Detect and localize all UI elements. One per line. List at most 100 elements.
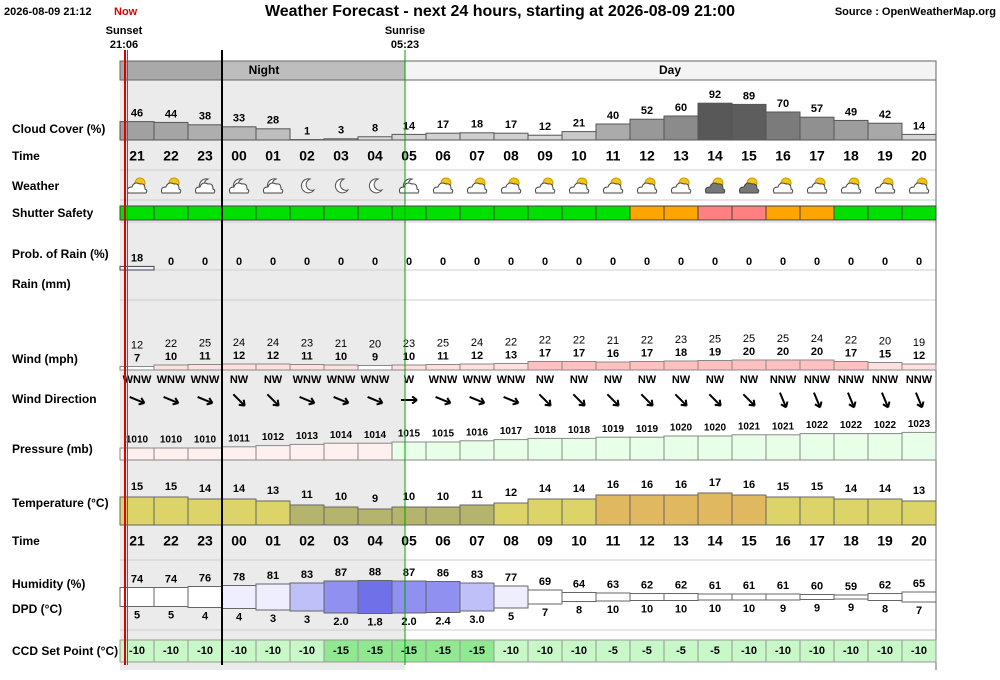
temp-bar [629,494,665,526]
wind-arrow-head [748,399,756,407]
cloud-bar [561,131,597,141]
wind-gust: 20 [879,335,891,347]
wind-arrow-head [578,399,586,407]
temp-bar [255,500,291,526]
rain-value: 0 [440,256,446,268]
wind-dir: NW [740,374,759,386]
wind-speed: 18 [675,347,687,359]
wind-gust: 21 [335,338,347,350]
wind-arrow [640,393,654,407]
hour: 07 [469,533,485,549]
cloud-bar [493,132,529,141]
humidity-bar [425,581,461,613]
wind-dir: WNW [361,374,390,386]
rain-value: 0 [270,256,276,268]
cloud-bar [901,133,937,141]
wind-arrow-head [780,401,789,409]
rain-value: 18 [131,252,143,264]
temp-bar [221,498,257,526]
wind-dir: NNW [770,374,797,386]
hour: 17 [809,533,825,549]
dpd-value: 5 [508,611,514,623]
row-label: CCD Set Point (°C) [12,644,118,658]
temp-value: 15 [811,481,823,493]
pressure-bar [663,435,699,461]
wind-bar [561,361,597,371]
humidity-value: 87 [335,567,347,579]
wind-speed: 19 [709,346,721,358]
temp-value: 15 [131,481,143,493]
dpd-value: 10 [607,604,619,616]
humidity-value: 65 [913,578,925,590]
hour: 00 [231,533,247,549]
cloud-value: 70 [777,98,789,110]
cloud [229,182,250,194]
row-label: Wind (mph) [12,352,78,366]
humidity-bar [323,580,359,614]
weather-icon [603,177,624,194]
hour: 06 [435,148,451,164]
hour: 15 [741,148,757,164]
cloud-value: 38 [199,111,211,123]
weather-icon [705,177,726,194]
cloud-value: 14 [403,120,416,132]
hour: 10 [571,148,587,164]
cloud-value: 57 [811,103,823,115]
shutter-cell [901,205,937,221]
wind-arrow [779,392,787,408]
wind-gust: 23 [675,334,687,346]
pressure-value: 1021 [772,421,795,432]
wind-speed: 20 [777,346,789,358]
rain-value: 0 [610,256,616,268]
humidity-bar [153,587,189,607]
wind-arrow [333,396,349,404]
hour: 01 [265,148,281,164]
pressure-value: 1018 [534,425,557,436]
wind-dir: NW [264,374,283,386]
moon [368,178,384,194]
wind-speed: 16 [607,348,619,360]
humidity-bar [357,580,393,614]
rain-value: 0 [304,256,310,268]
wind-arrow-head [138,397,146,406]
wind-speed: 12 [267,350,279,362]
dpd-value: 2.0 [333,616,348,628]
humidity-value: 62 [641,579,653,591]
wind-dir: WNW [191,374,220,386]
shutter-cell [289,205,325,221]
pressure-value: 1015 [398,429,421,440]
wind-arrow-head [512,397,520,406]
weather-icon [433,177,454,194]
weather-icon [368,178,384,194]
wind-dir: NW [604,374,623,386]
hour: 13 [673,148,689,164]
wind-bar [323,364,359,371]
wind-bar [833,361,869,371]
hour: 20 [911,533,927,549]
source: Source : OpenWeatherMap.org [835,6,996,18]
cloud [127,182,148,194]
ccd-value: -5 [642,645,652,657]
sunrise-label: Sunrise [385,25,425,37]
row-label: Prob. of Rain (%) [12,247,109,261]
hour: 04 [367,148,383,164]
wind-bar [901,363,937,371]
temp-bar [527,498,563,526]
shutter-cell [663,205,699,221]
wind-bar [867,362,903,371]
humidity-value: 81 [267,570,279,582]
cloud-value: 8 [372,123,378,135]
cloud-bar [867,122,903,141]
pressure-bar [561,437,597,461]
weather-icon [334,178,350,194]
temp-value: 11 [471,489,483,501]
wind-speed: 15 [879,348,891,360]
temp-value: 14 [233,483,246,495]
cloud [739,182,760,194]
hour: 05 [401,533,417,549]
hour: 01 [265,533,281,549]
row-label: Wind Direction [12,392,97,406]
rain-value: 0 [882,256,888,268]
cloud [637,182,658,194]
wind-arrow-head [238,399,246,407]
